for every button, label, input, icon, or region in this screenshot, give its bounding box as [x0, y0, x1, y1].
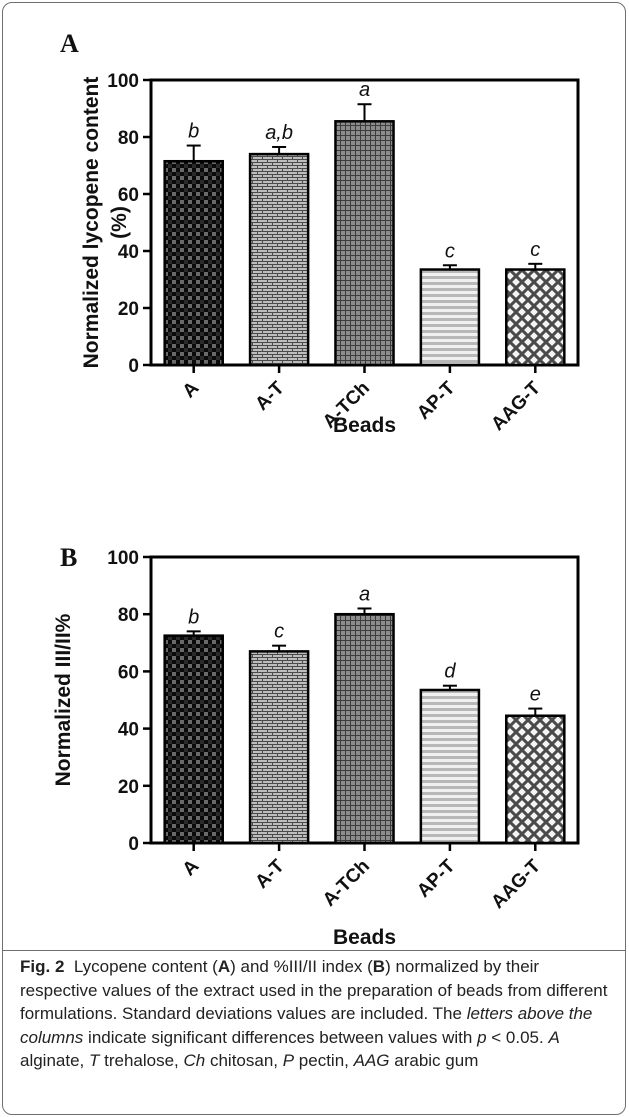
bar-a-3	[419, 268, 481, 367]
sig-letter-b-0: b	[188, 606, 199, 628]
bar-a-0	[163, 159, 224, 367]
caption-divider	[3, 950, 625, 951]
y-tick-label-b-4: 80	[118, 605, 139, 626]
caption-abbr-a: A	[548, 1027, 560, 1047]
x-tick-label-a-0: A	[179, 377, 204, 402]
caption-text-1: Lycopene content (	[73, 957, 218, 976]
chart-panel-b: B 0 20 40 60 80 100 Normalized III/II% b Ac A-T a A-…	[52, 543, 580, 949]
caption-fig-label: Fig. 2	[20, 957, 65, 976]
caption-abbr-aag: AAG	[353, 1051, 390, 1070]
panel-letter-a: A	[60, 29, 79, 58]
y-tick-label-b-1: 20	[118, 777, 139, 798]
bar-a-2	[334, 120, 395, 367]
y-tick-label-a-3: 60	[118, 185, 139, 206]
caption-text-3: ) normalized by their respective values …	[20, 957, 608, 1023]
bar-b-3	[419, 688, 481, 845]
y-tick-label-a-4: 80	[118, 128, 139, 149]
sig-letter-b-3: d	[444, 661, 456, 683]
y-tick-label-b-0: 0	[128, 834, 139, 855]
caption-text-7: trehalose,	[99, 1051, 184, 1070]
caption-text-6: alginate,	[20, 1051, 89, 1070]
sig-letter-b-4: e	[530, 684, 541, 706]
bar-b-1	[248, 650, 310, 845]
y-axis-label-line1-b: Normalized III/II%	[52, 613, 75, 786]
sig-letter-a-2: a	[359, 79, 370, 101]
caption-text-4: indicate significant differences between…	[83, 1027, 478, 1047]
panel-letter-b: B	[60, 543, 77, 572]
x-tick-label-a-1: A-T	[251, 377, 289, 415]
sig-letter-a-3: c	[445, 240, 455, 262]
sig-letter-a-1: a,b	[265, 122, 293, 144]
y-tick-label-a-2: 40	[118, 242, 139, 263]
x-tick-label-b-4: AAG-T	[487, 855, 545, 913]
caption-text-2: ) and %III/II index (	[230, 957, 373, 976]
sig-letter-a-4: c	[530, 239, 540, 261]
y-tick-label-a-0: 0	[128, 356, 139, 377]
caption-panel-a-ref: A	[217, 957, 231, 976]
caption-panel-b-ref: B	[372, 957, 386, 976]
y-tick-label-b-3: 60	[118, 662, 139, 683]
x-tick-label-b-3: AP-T	[413, 855, 459, 901]
x-tick-label-b-0: A	[179, 855, 204, 880]
y-tick-label-a-1: 20	[118, 299, 139, 320]
caption-text-8: chitosan,	[205, 1051, 283, 1070]
y-tick-label-b-5: 100	[107, 548, 139, 569]
caption-italic-1: letters above the columns	[20, 1004, 593, 1047]
y-tick-label-b-2: 40	[118, 720, 139, 741]
sig-letter-b-2: a	[359, 583, 370, 605]
caption-abbr-t: T	[89, 1051, 100, 1070]
bar-b-0	[163, 634, 224, 845]
x-axis-label-b: Beads	[333, 926, 396, 949]
figure-caption: Fig. 2 Lycopene content (A) and %III/II …	[20, 955, 612, 1073]
sig-letter-b-1: c	[274, 621, 284, 643]
x-tick-label-b-1: A-T	[251, 855, 289, 893]
x-tick-label-a-4: AAG-T	[487, 377, 545, 435]
y-axis-label-a: Normalized lycopene content (%)	[80, 77, 131, 369]
x-axis-label-a: Beads	[333, 414, 396, 437]
bar-b-4	[505, 714, 566, 845]
caption-abbr-p: P	[282, 1051, 295, 1070]
bar-a-4	[505, 268, 566, 367]
caption-abbr-ch: Ch	[183, 1051, 206, 1070]
y-tick-label-a-5: 100	[107, 71, 139, 92]
x-tick-label-b-2: A-TCh	[319, 856, 374, 911]
bar-b-2	[334, 612, 395, 845]
sig-letter-a-0: b	[188, 121, 199, 143]
caption-text-9: pectin,	[294, 1051, 354, 1070]
x-tick-label-a-3: AP-T	[413, 377, 459, 423]
bar-a-1	[248, 152, 310, 367]
y-axis-label-line2-a: (%)	[108, 206, 131, 239]
caption-italic-p: p	[477, 1027, 487, 1047]
caption-text-5: < 0.05.	[486, 1027, 549, 1047]
y-axis-label-b: Normalized III/II%	[52, 613, 75, 786]
caption-text-10: arabic gum	[389, 1051, 479, 1070]
y-axis-label-line1-a: Normalized lycopene content	[80, 77, 103, 369]
